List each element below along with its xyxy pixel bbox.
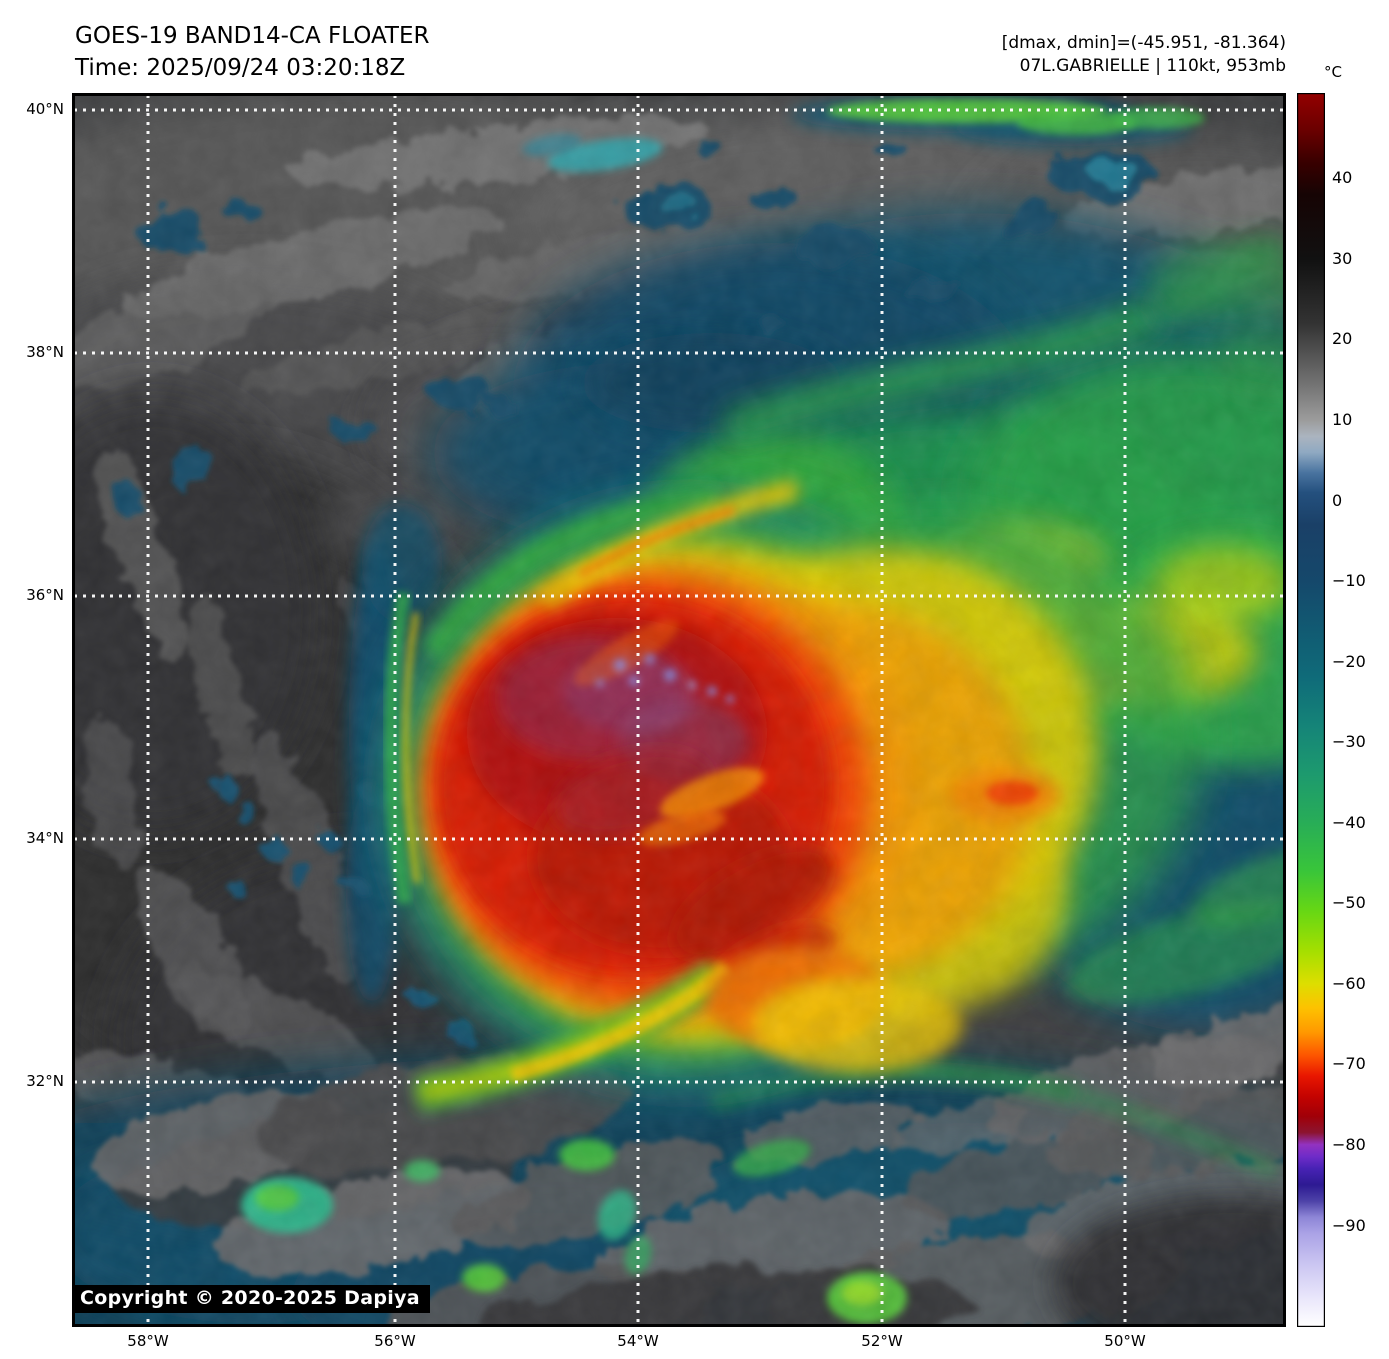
copyright-watermark: Copyright © 2020-2025 Dapiya — [72, 1285, 430, 1313]
gridlines — [74, 95, 1284, 1325]
lon-tick-label: 58°W — [127, 1332, 169, 1350]
colorbar-tick-label: 20 — [1332, 329, 1353, 349]
lat-tick-label: 34°N — [26, 829, 64, 847]
colorbar-tick-label: −80 — [1332, 1134, 1366, 1154]
header-left: GOES-19 BAND14-CA FLOATER Time: 2025/09/… — [75, 20, 429, 84]
colorbar-tick-label: −60 — [1332, 973, 1366, 993]
colorbar-tick-label: −40 — [1332, 812, 1366, 832]
colorbar-unit-label: °C — [1324, 63, 1342, 81]
satellite-map: Copyright © 2020-2025 Dapiya — [72, 93, 1286, 1327]
colorbar-tick-label: 30 — [1332, 248, 1353, 268]
lat-tick-label: 32°N — [26, 1072, 64, 1090]
storm-info: 07L.GABRIELLE | 110kt, 953mb — [1019, 56, 1286, 76]
lat-tick-label: 40°N — [26, 100, 64, 118]
map-border — [72, 93, 1286, 1327]
page-title: GOES-19 BAND14-CA FLOATER — [75, 23, 430, 49]
dmax-dmin-readout: [dmax, dmin]=(-45.951, -81.364) — [1001, 33, 1286, 53]
satellite-image — [72, 93, 1286, 1327]
colorbar-tick-label: −90 — [1332, 1215, 1366, 1235]
colorbar-tick-label: −50 — [1332, 893, 1366, 913]
timestamp: Time: 2025/09/24 03:20:18Z — [75, 55, 406, 81]
colorbar-gradient — [1297, 93, 1325, 1327]
lat-tick-label: 36°N — [26, 586, 64, 604]
lon-tick-label: 50°W — [1104, 1332, 1146, 1350]
lat-tick-label: 38°N — [26, 343, 64, 361]
lon-tick-label: 56°W — [374, 1332, 416, 1350]
colorbar-tick-label: −70 — [1332, 1054, 1366, 1074]
colorbar-tick-label: 40 — [1332, 168, 1353, 188]
colorbar-tick-label: 0 — [1332, 490, 1343, 510]
colorbar-tick-label: −30 — [1332, 732, 1366, 752]
colorbar-tick-label: −10 — [1332, 571, 1366, 591]
lon-tick-label: 52°W — [861, 1332, 903, 1350]
colorbar-tick-label: 10 — [1332, 410, 1353, 430]
colorbar — [1297, 93, 1325, 1327]
grain-overlay-dark — [72, 93, 1286, 1327]
lon-tick-label: 54°W — [617, 1332, 659, 1350]
header-right: [dmax, dmin]=(-45.951, -81.364) 07L.GABR… — [1002, 32, 1286, 78]
colorbar-tick-label: −20 — [1332, 651, 1366, 671]
